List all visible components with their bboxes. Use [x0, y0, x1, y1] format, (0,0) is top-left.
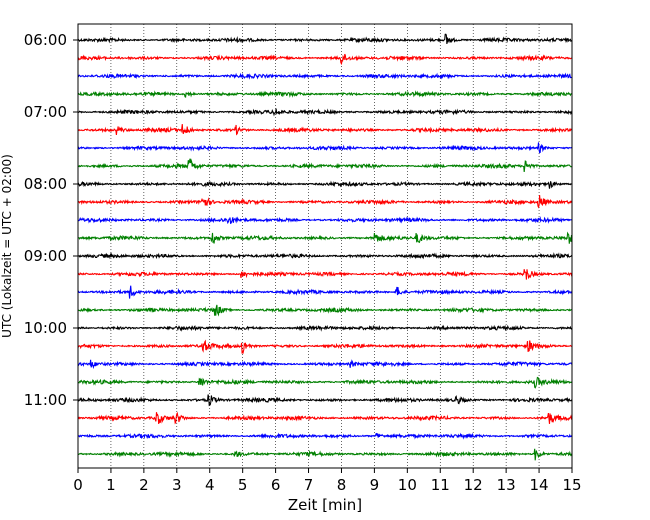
- trace-0830: [77, 216, 573, 225]
- y-axis-label: UTC (Lokalzeit = UTC + 02:00): [0, 154, 14, 338]
- y-tick-label-3: 09:00: [24, 247, 67, 265]
- trace-0915: [77, 269, 573, 280]
- y-tick-label-0: 06:00: [24, 31, 67, 49]
- minute-grid: [110, 24, 540, 468]
- trace-0615: [77, 53, 573, 66]
- x-tick-label-3: 3: [172, 476, 182, 494]
- trace-0645: [77, 90, 573, 98]
- y-tick-label-4: 10:00: [24, 319, 67, 337]
- y-axis: 06:00 07:00 08:00 09:00 10:00 11:00: [24, 31, 78, 409]
- x-axis: 0 1 2 3 4 5 6 7 8 9 10 11 12 13 14 15: [73, 468, 582, 494]
- x-tick-label-2: 2: [139, 476, 149, 494]
- x-tick-label-6: 6: [271, 476, 281, 494]
- trace-0845: [77, 231, 573, 244]
- x-tick-label-11: 11: [431, 476, 450, 494]
- trace-0930: [77, 285, 573, 299]
- x-tick-label-12: 12: [464, 476, 483, 494]
- trace-0815: [77, 195, 573, 209]
- trace-1015: [77, 339, 573, 355]
- trace-1000: [77, 324, 573, 332]
- trace-0800: [77, 180, 573, 189]
- trace-0600: [77, 33, 573, 45]
- trace-0745: [77, 158, 573, 172]
- plot-frame: [77, 23, 573, 469]
- trace-0630: [77, 72, 573, 80]
- trace-1145: [77, 448, 573, 461]
- trace-0730: [77, 142, 573, 154]
- trace-1100: [77, 394, 573, 407]
- x-axis-label: Zeit [min]: [288, 496, 362, 514]
- y-tick-label-5: 11:00: [24, 391, 67, 409]
- x-tick-label-4: 4: [205, 476, 215, 494]
- x-tick-label-10: 10: [398, 476, 417, 494]
- x-tick-label-13: 13: [497, 476, 516, 494]
- x-tick-label-15: 15: [562, 476, 581, 494]
- trace-0700: [77, 108, 573, 117]
- trace-0945: [77, 304, 573, 317]
- x-tick-label-14: 14: [530, 476, 549, 494]
- x-tick-label-8: 8: [337, 476, 347, 494]
- trace-1030: [77, 359, 573, 370]
- x-tick-label-5: 5: [238, 476, 248, 494]
- trace-1130: [77, 432, 573, 440]
- x-tick-label-0: 0: [73, 476, 83, 494]
- trace-0715: [77, 124, 573, 136]
- y-tick-label-2: 08:00: [24, 175, 67, 193]
- x-tick-label-1: 1: [106, 476, 116, 494]
- trace-1115: [77, 411, 573, 425]
- y-tick-label-1: 07:00: [24, 103, 67, 121]
- trace-0900: [77, 252, 573, 260]
- x-tick-label-7: 7: [304, 476, 314, 494]
- trace-1045: [77, 376, 573, 389]
- seismic-traces: [77, 33, 573, 461]
- x-tick-label-9: 9: [370, 476, 380, 494]
